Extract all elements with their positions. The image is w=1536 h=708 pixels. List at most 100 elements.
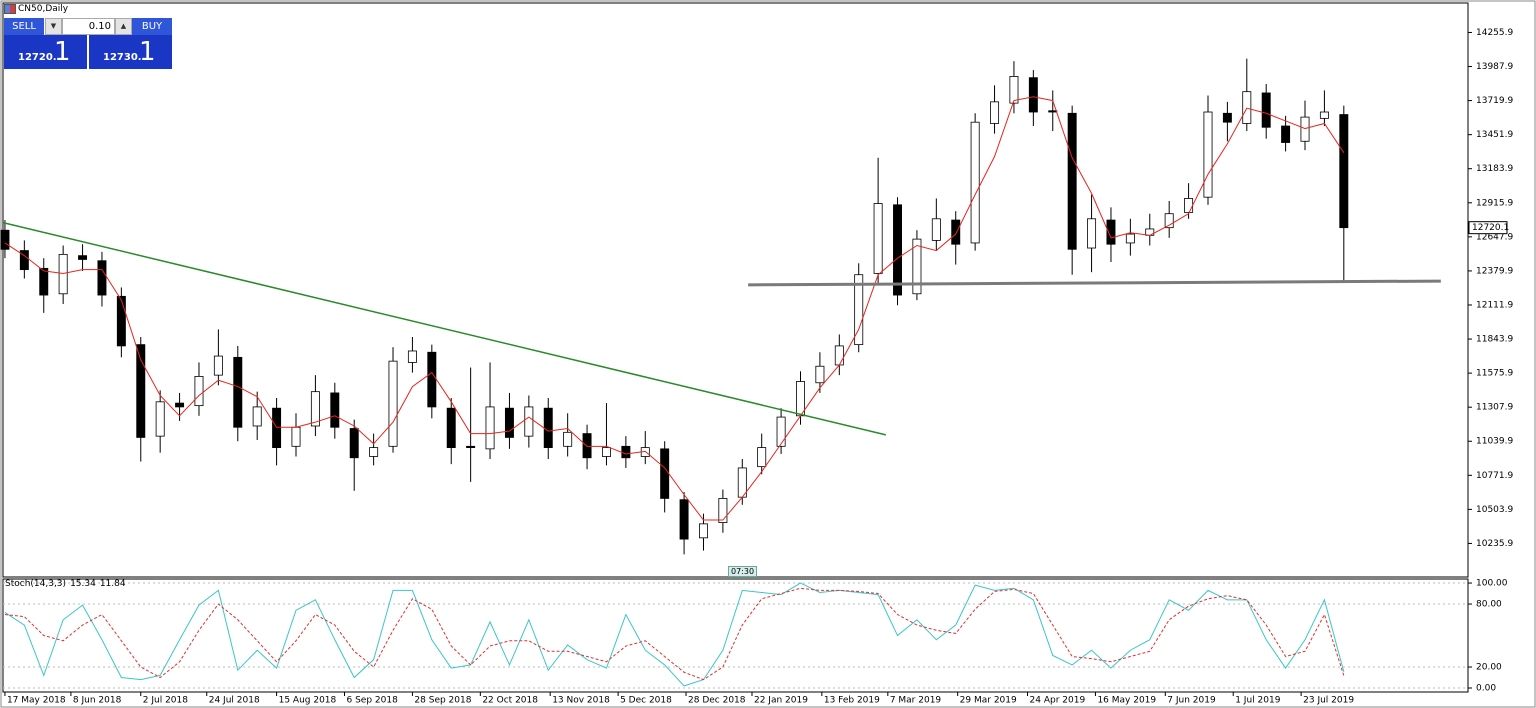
x-tick-label: 5 Dec 2018 bbox=[620, 696, 672, 706]
y-tick-label: 13987.9 bbox=[1476, 62, 1513, 72]
sell-button[interactable]: SELL bbox=[4, 18, 44, 35]
candle-body bbox=[679, 499, 689, 540]
candle-body bbox=[1261, 92, 1271, 128]
candle-body bbox=[524, 406, 534, 437]
candle-body bbox=[1125, 233, 1135, 244]
candle-body bbox=[155, 401, 165, 437]
x-tick-label: 15 Aug 2018 bbox=[279, 696, 337, 706]
candle-body bbox=[136, 344, 146, 438]
candle-body bbox=[349, 428, 359, 459]
x-tick-label: 29 Mar 2019 bbox=[960, 696, 1017, 706]
y-tick-label: 12915.9 bbox=[1476, 198, 1513, 208]
candle-body bbox=[427, 351, 437, 408]
candle-body bbox=[407, 350, 417, 363]
candle-body bbox=[58, 253, 68, 295]
x-tick-label: 13 Feb 2019 bbox=[824, 696, 880, 706]
bid-box[interactable]: 12720. 1 bbox=[4, 35, 87, 69]
candle-body bbox=[233, 356, 243, 428]
x-tick-label: 24 Apr 2019 bbox=[1030, 696, 1086, 706]
candle-body bbox=[1067, 112, 1077, 250]
x-tick-label: 28 Sep 2018 bbox=[414, 696, 471, 706]
x-tick-label: 22 Oct 2018 bbox=[482, 696, 538, 706]
x-tick-label: 28 Dec 2018 bbox=[688, 696, 746, 706]
candle-body bbox=[330, 392, 340, 428]
y-tick-label: 20.00 bbox=[1476, 663, 1502, 673]
candle-body bbox=[1048, 110, 1058, 113]
candle-body bbox=[1339, 114, 1349, 229]
ask-box[interactable]: 12730. 1 bbox=[89, 35, 172, 69]
candle-body bbox=[873, 203, 883, 274]
y-tick-label: 10771.9 bbox=[1476, 471, 1513, 481]
y-tick-label: 14255.9 bbox=[1476, 28, 1513, 38]
candle-body bbox=[1106, 219, 1116, 245]
lot-input[interactable]: 0.10 bbox=[62, 18, 115, 35]
y-tick-label: 80.00 bbox=[1476, 600, 1502, 610]
candle-body bbox=[951, 219, 961, 245]
candle-body bbox=[1242, 91, 1252, 124]
symbol-icon bbox=[4, 4, 16, 14]
y-tick-label: 10503.9 bbox=[1476, 505, 1513, 515]
y-tick-label: 12111.9 bbox=[1476, 300, 1513, 310]
indicator-k-value: 15.34 bbox=[70, 579, 96, 589]
y-tick-label: 13451.9 bbox=[1476, 130, 1513, 140]
y-tick-label: 12379.9 bbox=[1476, 266, 1513, 276]
indicator-label: Stoch(14,3,3) 15.34 11.84 bbox=[5, 579, 126, 589]
candle-body bbox=[369, 447, 379, 457]
candle-body bbox=[78, 255, 88, 260]
candle-body bbox=[621, 445, 631, 459]
bid-pip: 1 bbox=[54, 37, 71, 67]
indicator-d-value: 11.84 bbox=[99, 579, 126, 589]
candle-body bbox=[252, 406, 262, 427]
lot-up[interactable]: ▲ bbox=[115, 18, 132, 35]
x-tick-label: 17 May 2018 bbox=[7, 696, 66, 706]
x-tick-label: 16 May 2019 bbox=[1097, 696, 1156, 706]
candle-body bbox=[446, 407, 456, 448]
indicator-title: Stoch(14,3,3) bbox=[5, 579, 67, 589]
candle-body bbox=[1087, 218, 1097, 249]
candle-body bbox=[19, 250, 29, 271]
candle-body bbox=[194, 376, 204, 407]
candle-body bbox=[1184, 198, 1194, 213]
candle-body bbox=[175, 402, 185, 408]
lot-down[interactable]: ▼ bbox=[45, 18, 62, 35]
candle-body bbox=[0, 229, 10, 250]
candle-body bbox=[504, 407, 514, 438]
x-tick-label: 8 Jun 2018 bbox=[73, 696, 122, 706]
candle-body bbox=[854, 274, 864, 346]
candle-body bbox=[310, 391, 320, 427]
candle-body bbox=[1281, 125, 1291, 143]
candle-body bbox=[601, 447, 611, 457]
sub-plot bbox=[2, 578, 1469, 693]
candle-body bbox=[1164, 213, 1174, 229]
candle-body bbox=[931, 218, 941, 241]
x-tick-label: 6 Sep 2018 bbox=[347, 696, 399, 706]
y-tick-label: 11575.9 bbox=[1476, 369, 1513, 379]
candle-body bbox=[893, 204, 902, 296]
y-tick-label: 0.00 bbox=[1476, 684, 1496, 694]
moving-average bbox=[4, 96, 1345, 521]
y-tick-label: 11843.9 bbox=[1476, 335, 1513, 345]
trendline bbox=[748, 279, 1441, 287]
y-tick-label: 12647.9 bbox=[1476, 232, 1513, 242]
candle-body bbox=[291, 426, 301, 447]
candle-body bbox=[543, 407, 553, 448]
candle-body bbox=[116, 295, 126, 347]
ask-price: 12730. bbox=[103, 52, 142, 63]
main-plot bbox=[2, 2, 1469, 578]
candle-body bbox=[1300, 116, 1310, 142]
buy-button[interactable]: BUY bbox=[132, 18, 172, 35]
y-tick-label: 13183.9 bbox=[1476, 164, 1513, 174]
symbol-label: CN50,Daily bbox=[18, 4, 69, 14]
candle-body bbox=[718, 498, 728, 523]
candle-body bbox=[1009, 76, 1019, 104]
x-tick-label: 24 Jul 2018 bbox=[209, 696, 260, 706]
ask-pip: 1 bbox=[139, 37, 156, 67]
last-price-box bbox=[1468, 221, 1508, 235]
candle-body bbox=[1319, 111, 1329, 119]
candle-body bbox=[485, 406, 495, 450]
candle-body bbox=[660, 448, 670, 499]
trendline bbox=[2, 221, 887, 436]
